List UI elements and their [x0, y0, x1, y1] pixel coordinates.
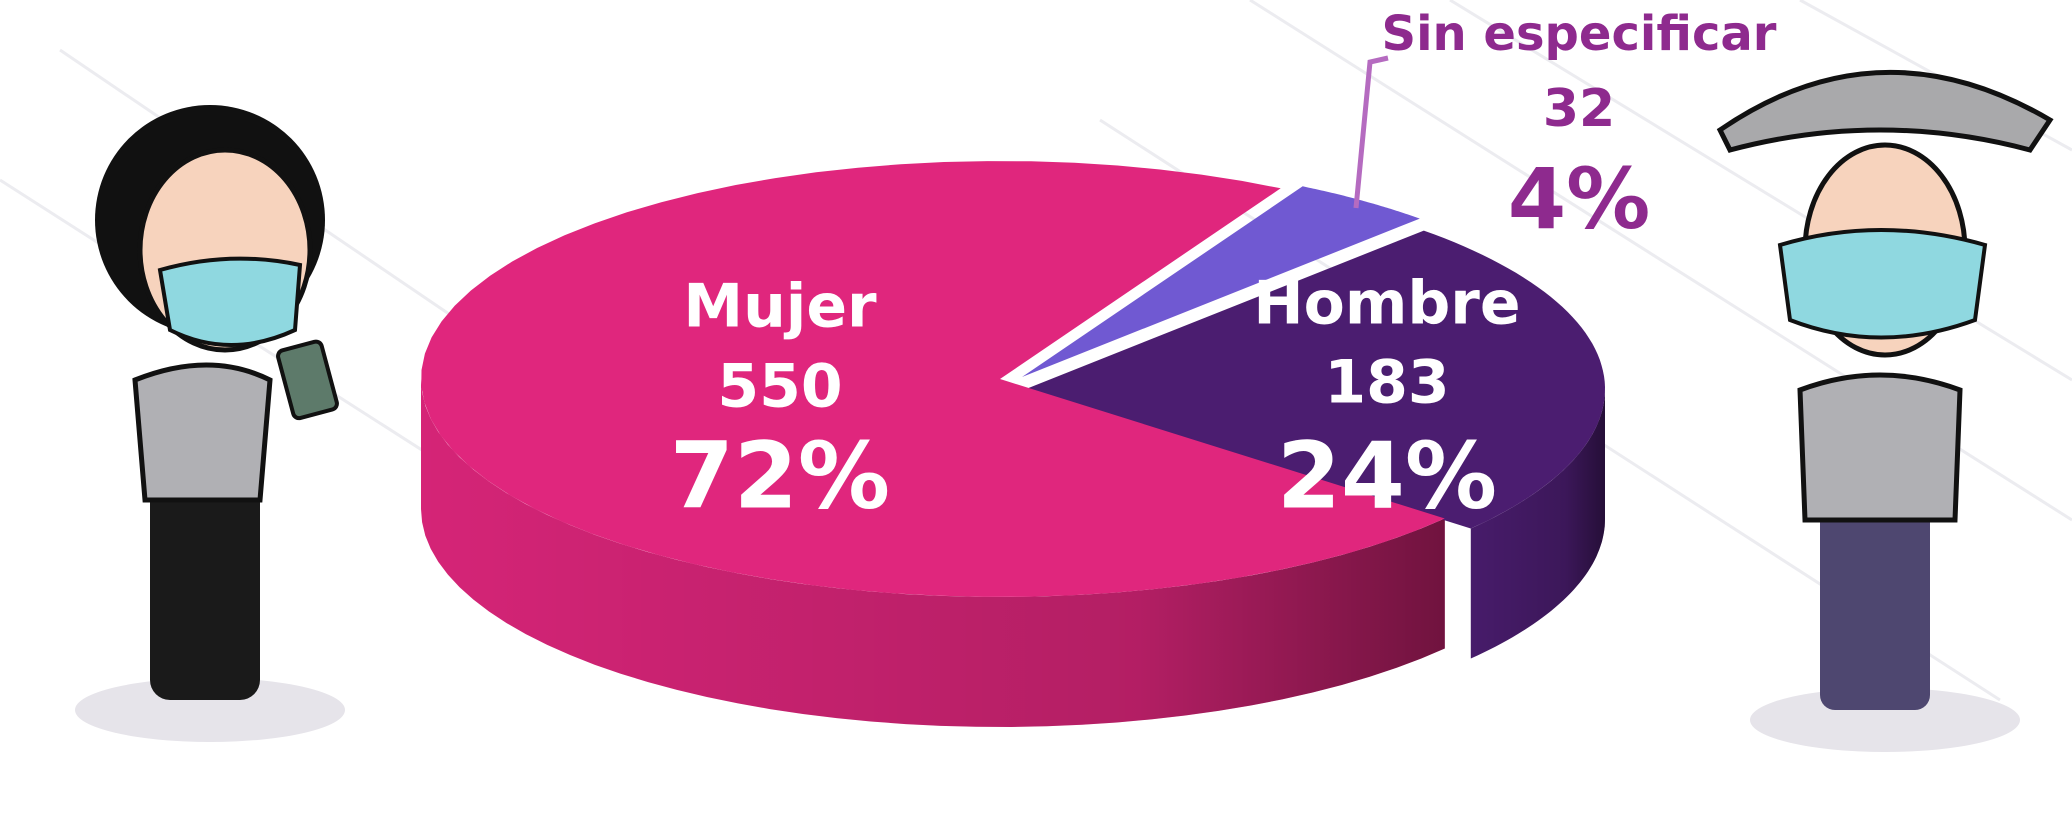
count-label: 183 [1324, 348, 1449, 418]
woman-illustration [75, 105, 345, 742]
count-label: 550 [717, 352, 842, 422]
category-label: Sin especificar [1382, 6, 1777, 62]
slice [1026, 230, 1605, 529]
slice [421, 161, 1445, 597]
percent-label: 4% [1508, 150, 1651, 248]
count-label: 32 [1543, 79, 1615, 139]
leader-line [1353, 55, 1389, 209]
pie [421, 161, 1605, 727]
slice-side-shade [1470, 389, 1605, 659]
percent-label: 24% [1277, 422, 1497, 529]
man-illustration [1716, 70, 2054, 752]
category-label: Hombre [1253, 269, 1520, 339]
slice-side-shade [421, 379, 1445, 727]
category-label: Mujer [683, 272, 877, 342]
percent-label: 72% [670, 422, 890, 529]
slice [1022, 186, 1420, 377]
